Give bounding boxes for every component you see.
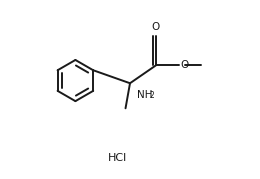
Text: O: O bbox=[152, 22, 160, 32]
Text: NH: NH bbox=[137, 90, 153, 100]
Text: HCl: HCl bbox=[108, 153, 127, 163]
Text: 2: 2 bbox=[149, 91, 154, 100]
Text: O: O bbox=[180, 60, 188, 70]
